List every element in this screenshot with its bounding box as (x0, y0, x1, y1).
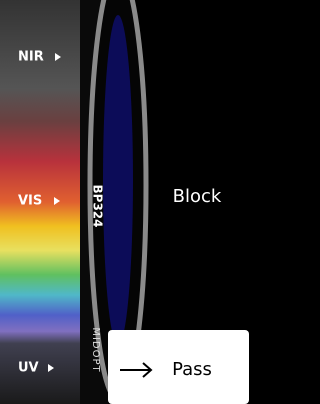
block-label: Block (173, 186, 222, 207)
filter-lens (103, 15, 133, 345)
filter-brand: MIDOPT (90, 327, 101, 372)
filter-model: BP324 (91, 185, 105, 228)
nir-label: NIR (18, 50, 44, 65)
spectrum (0, 0, 92, 404)
pass-label: Pass (172, 359, 212, 380)
uv-label: UV (18, 361, 39, 376)
vis-label: VIS (18, 194, 42, 209)
filter-diagram: NIR VIS UV BP324 MIDOPT Block Pass (0, 0, 249, 404)
